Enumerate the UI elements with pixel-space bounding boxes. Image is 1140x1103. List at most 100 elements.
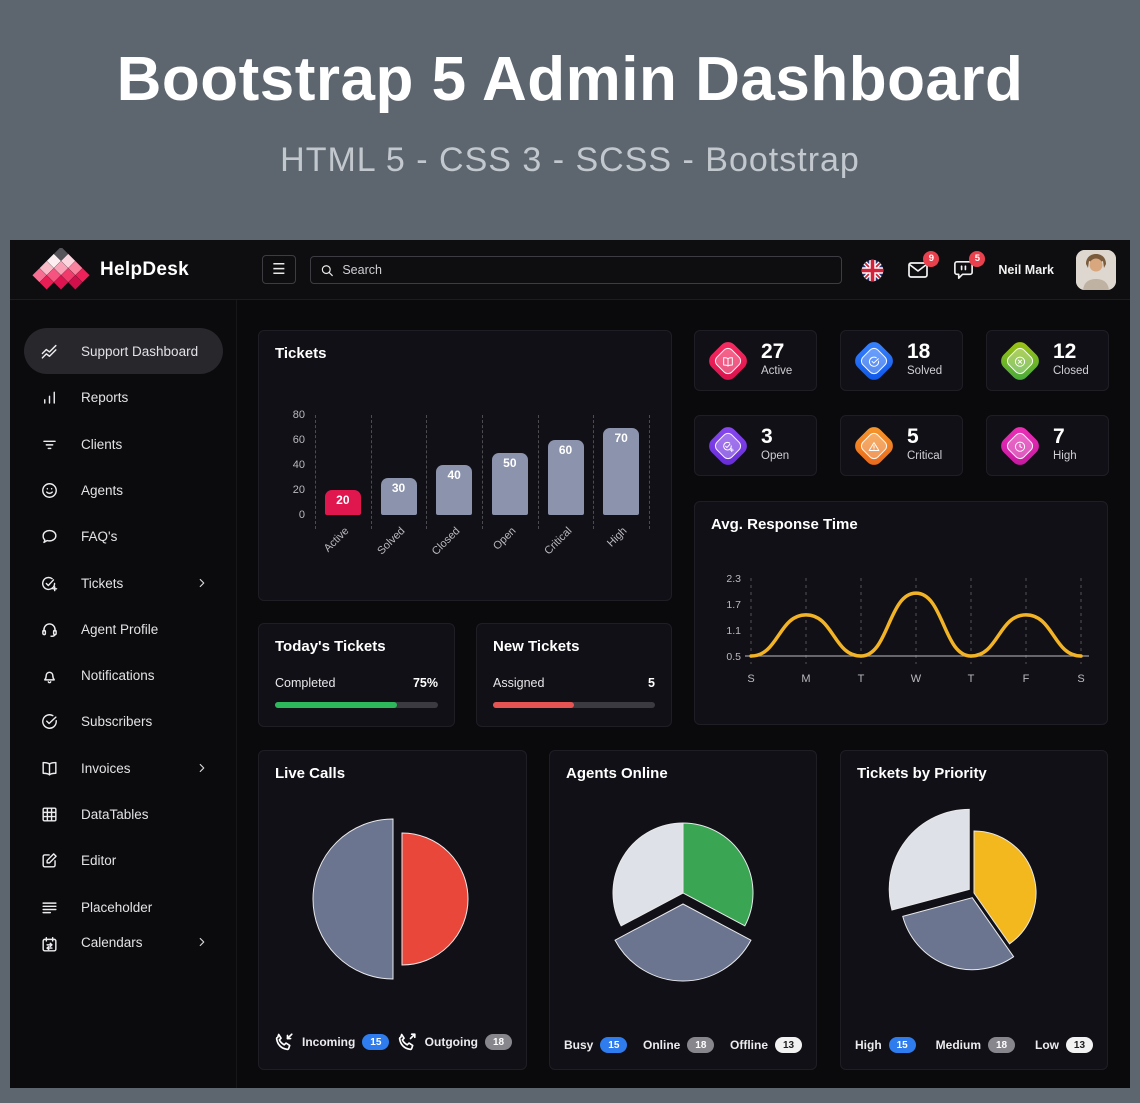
legend-label: Incoming — [302, 1035, 356, 1049]
language-flag-uk[interactable] — [861, 259, 884, 282]
completed-value: 75% — [412, 676, 438, 690]
solved-diamond-icon — [851, 338, 897, 384]
stat-label: Active — [761, 365, 793, 377]
sidebar-item-label: Editor — [81, 852, 117, 868]
tickets-card: Tickets 80 60 40 20 0 20 Active 30 Solved 40 Close… — [258, 330, 672, 601]
svg-text:F: F — [1023, 673, 1030, 685]
bar-xlabel: Solved — [374, 525, 407, 558]
sidebar-item-label: Notifications — [81, 667, 155, 683]
legend-offline: Offline 13 — [730, 1037, 802, 1053]
sidebar-item-datatables[interactable]: DataTables — [24, 791, 223, 837]
critical-diamond-icon — [851, 423, 897, 469]
svg-text:2.3: 2.3 — [726, 573, 741, 585]
sidebar-item-calendars[interactable]: Calendars — [24, 930, 223, 962]
legend-medium: Medium 18 — [936, 1037, 1015, 1053]
todays-tickets-title: Today's Tickets — [275, 638, 386, 655]
mail-icon — [908, 262, 929, 278]
helpdesk-logo — [32, 248, 90, 290]
pie-slice-yellow — [973, 830, 1037, 945]
search-box[interactable] — [310, 256, 842, 284]
bar-closed: 40 — [436, 465, 473, 515]
legend-label: Medium — [935, 1038, 981, 1052]
bar-gridline — [593, 415, 595, 529]
sidebar-item-support-dashboard[interactable]: Support Dashboard — [24, 328, 223, 374]
closed-diamond-icon — [997, 338, 1043, 384]
tickets-card-title: Tickets — [275, 345, 327, 362]
sidebar-item-invoices[interactable]: Invoices — [24, 745, 223, 791]
stat-value: 3 — [761, 425, 773, 448]
sidebar-item-label: FAQ's — [81, 528, 118, 544]
stat-label: Solved — [907, 365, 943, 377]
legend-count-badge: 15 — [362, 1034, 390, 1050]
legend-count-badge: 13 — [1065, 1037, 1093, 1053]
sidebar-item-notifications[interactable]: Notifications — [24, 652, 223, 698]
tickets-priority-title: Tickets by Priority — [857, 765, 987, 782]
sidebar-item-faq-s[interactable]: FAQ's — [24, 513, 223, 559]
sidebar-item-reports[interactable]: Reports — [24, 374, 223, 420]
assigned-label: Assigned — [493, 676, 545, 690]
bar-gridline — [482, 415, 483, 529]
mail-button[interactable]: 9 — [906, 251, 940, 282]
hero-banner: Bootstrap 5 Admin Dashboard HTML 5 - CSS… — [0, 0, 1140, 240]
sidebar-item-agents[interactable]: Agents — [24, 467, 223, 513]
live-calls-title: Live Calls — [275, 765, 346, 782]
navbar-right: 9 5 Neil Mark — [861, 240, 1116, 300]
mail-badge: 9 — [923, 251, 940, 267]
sidebar-item-agent-profile[interactable]: Agent Profile — [24, 606, 223, 652]
book-icon — [40, 759, 59, 778]
sidebar: Support Dashboard Reports Clients Agents FAQ… — [10, 300, 237, 1088]
chat-button[interactable]: 5 — [952, 251, 986, 282]
svg-text:S: S — [747, 673, 754, 685]
sidebar-item-label: Agents — [81, 482, 124, 498]
legend-low: Low 13 — [1035, 1037, 1093, 1053]
smiley-icon — [40, 481, 59, 500]
stat-label: Open — [761, 450, 790, 462]
agents-online-legend: Busy 15 Online 18 Offline 13 — [564, 1037, 802, 1053]
stat-value: 7 — [1053, 425, 1065, 448]
stat-card-critical: 5 Critical — [840, 415, 963, 476]
live-calls-card: Live Calls Incoming 15 Outgoing 18 — [258, 750, 527, 1070]
bar-gridline — [537, 415, 539, 529]
calendar-icon — [40, 935, 59, 954]
sidebar-item-clients[interactable]: Clients — [24, 421, 223, 467]
svg-text:0.5: 0.5 — [726, 651, 741, 663]
edit-icon — [40, 851, 59, 870]
chat-badge: 5 — [969, 251, 986, 267]
banner-title: Bootstrap 5 Admin Dashboard — [116, 45, 1024, 114]
user-name[interactable]: Neil Mark — [998, 263, 1054, 277]
bar-xlabel: Critical — [541, 525, 574, 558]
sidebar-item-label: Calendars — [81, 935, 143, 950]
sidebar-toggle-button[interactable]: ☰ — [262, 255, 296, 284]
phone-outgoing-icon — [396, 1031, 418, 1053]
bar-ytick: 60 — [292, 434, 305, 446]
response-line-chart: S M T W T F S 2.3 1.7 1.1 0.5 — [711, 558, 1093, 705]
stat-value: 5 — [907, 425, 919, 448]
stat-card-open: 3 Open — [694, 415, 817, 476]
filter-icon — [40, 435, 59, 454]
sidebar-item-editor[interactable]: Editor — [24, 837, 223, 883]
user-avatar[interactable] — [1076, 250, 1116, 290]
legend-label: High — [855, 1038, 882, 1052]
tickets-priority-legend: High 15 Medium 18 Low 13 — [855, 1037, 1093, 1053]
pie-slice-slate — [614, 903, 752, 982]
bar-xlabel: High — [605, 525, 630, 550]
sidebar-item-subscribers[interactable]: Subscribers — [24, 698, 223, 744]
text-lines-icon — [40, 898, 59, 917]
bar-xlabel: Open — [490, 525, 519, 553]
legend-label: Outgoing — [424, 1035, 478, 1049]
pie-slice-incoming — [312, 818, 393, 980]
open-diamond-icon — [705, 423, 751, 469]
svg-text:1.1: 1.1 — [726, 625, 741, 637]
sidebar-item-tickets[interactable]: Tickets — [24, 560, 223, 606]
search-input[interactable] — [342, 263, 832, 277]
pie-slice-slate — [902, 897, 1015, 971]
chevron-right-icon — [195, 761, 209, 775]
sidebar-item-placeholder[interactable]: Placeholder — [24, 884, 223, 930]
stat-value: 27 — [761, 340, 785, 363]
stat-card-high: 7 High — [986, 415, 1109, 476]
check-circle-icon — [40, 712, 59, 731]
legend-label: Offline — [730, 1038, 768, 1052]
main-content: Tickets 80 60 40 20 0 20 Active 30 Solved 40 Close… — [237, 300, 1130, 1088]
completed-progress-fill — [275, 702, 398, 708]
pie-slice-green — [682, 822, 754, 927]
